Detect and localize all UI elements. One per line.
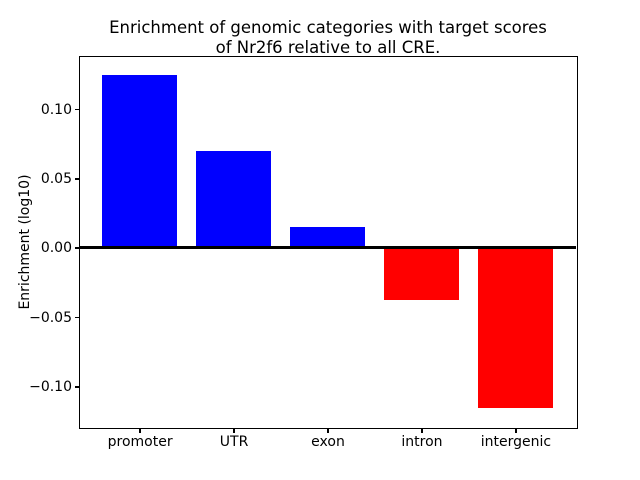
x-tick-label-intron: intron xyxy=(401,434,443,450)
plot-area xyxy=(78,55,578,429)
y-tick-label: −0.10 xyxy=(29,378,72,395)
bar-intergenic xyxy=(477,247,553,409)
y-tick-label: 0.10 xyxy=(40,101,72,118)
y-tick-mark xyxy=(74,386,79,388)
y-tick-label: 0.05 xyxy=(40,170,72,187)
bar-promoter xyxy=(102,74,178,248)
bar-exon xyxy=(289,226,366,248)
chart-title: Enrichment of genomic categories with ta… xyxy=(109,18,547,57)
y-tick-mark xyxy=(74,108,79,111)
y-tick-mark xyxy=(74,247,79,249)
zero-baseline xyxy=(79,246,576,250)
y-tick-label: −0.05 xyxy=(29,309,72,326)
bar-intron xyxy=(383,247,459,301)
x-tick-label-exon: exon xyxy=(311,434,345,450)
y-tick-label: 0.00 xyxy=(40,240,72,257)
y-tick-mark xyxy=(74,316,79,319)
x-tick-mark xyxy=(139,428,141,433)
x-tick-mark xyxy=(515,428,517,433)
bar-UTR xyxy=(195,150,272,248)
x-tick-mark xyxy=(421,428,423,433)
x-tick-mark xyxy=(233,428,235,433)
x-tick-label-UTR: UTR xyxy=(219,434,249,450)
y-tick-mark xyxy=(74,178,79,180)
x-tick-label-promoter: promoter xyxy=(107,434,173,450)
x-tick-label-intergenic: intergenic xyxy=(480,434,552,450)
x-tick-mark xyxy=(327,428,329,433)
